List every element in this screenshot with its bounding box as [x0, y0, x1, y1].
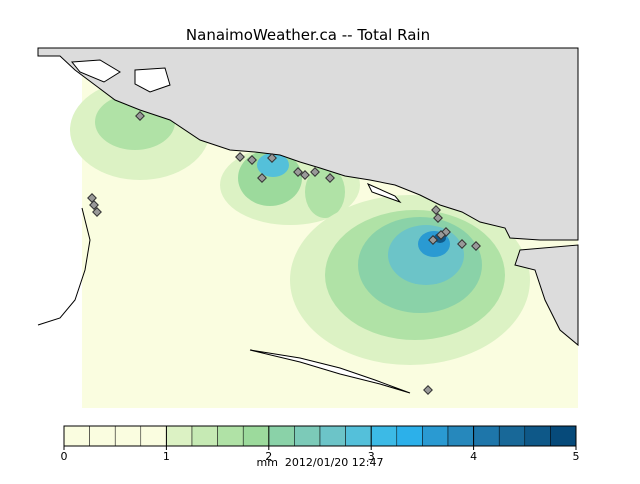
rain-contour	[305, 166, 345, 218]
coastline	[37, 207, 91, 326]
station	[87, 193, 97, 203]
colorbar-label: mm 2012/01/20 12:47	[256, 456, 383, 469]
map-area	[37, 47, 579, 408]
land	[37, 47, 579, 241]
station	[471, 241, 481, 251]
island	[249, 349, 411, 394]
colorbar-swatch	[319, 425, 346, 447]
colorbar-swatch	[191, 425, 218, 447]
colorbar-tick-label: 1	[163, 450, 170, 463]
colorbar-swatch	[447, 425, 474, 447]
map-title: NanaimoWeather.ca -- Total Rain	[186, 26, 430, 44]
station	[423, 385, 433, 395]
station	[428, 235, 438, 245]
station	[247, 155, 257, 165]
station	[89, 200, 99, 210]
colorbar: mm 2012/01/20 12:47 0 1 2 3 4 5	[61, 425, 580, 469]
land	[514, 244, 579, 347]
colorbar-swatch	[294, 425, 321, 447]
colorbar-tick-label: 2	[265, 450, 272, 463]
colorbar-swatch	[473, 425, 500, 447]
colorbar-swatch	[140, 425, 167, 447]
island	[71, 59, 402, 204]
colorbar-swatch	[166, 425, 193, 447]
colorbar-swatch	[63, 425, 90, 447]
colorbar-swatch	[524, 425, 551, 447]
station	[431, 205, 441, 215]
station	[267, 153, 277, 163]
station	[433, 213, 443, 223]
station	[235, 152, 245, 162]
colorbar-swatch	[242, 425, 270, 447]
colorbar-swatch	[396, 425, 423, 447]
colorbar-swatch	[370, 425, 398, 447]
colorbar-swatch	[498, 425, 526, 447]
colorbar-swatch	[114, 425, 142, 447]
colorbar-swatch	[550, 425, 577, 447]
colorbar-swatch	[345, 425, 372, 447]
colorbar-swatch	[217, 425, 244, 447]
colorbar-tick-label: 4	[470, 450, 477, 463]
stations	[87, 111, 481, 395]
colorbar-tick-label: 3	[368, 450, 375, 463]
station	[310, 167, 320, 177]
station	[135, 111, 145, 121]
colorbar-tick-label: 5	[573, 450, 580, 463]
station	[325, 173, 335, 183]
station	[457, 239, 467, 249]
colorbar-swatch	[268, 425, 295, 447]
colorbar-tick-label: 0	[61, 450, 68, 463]
station	[257, 173, 267, 183]
colorbar-swatch	[89, 425, 116, 447]
station	[293, 167, 303, 177]
station	[300, 170, 310, 180]
station	[92, 207, 102, 217]
colorbar-swatch	[422, 425, 449, 447]
station	[436, 230, 446, 240]
rain-contour	[257, 153, 289, 177]
